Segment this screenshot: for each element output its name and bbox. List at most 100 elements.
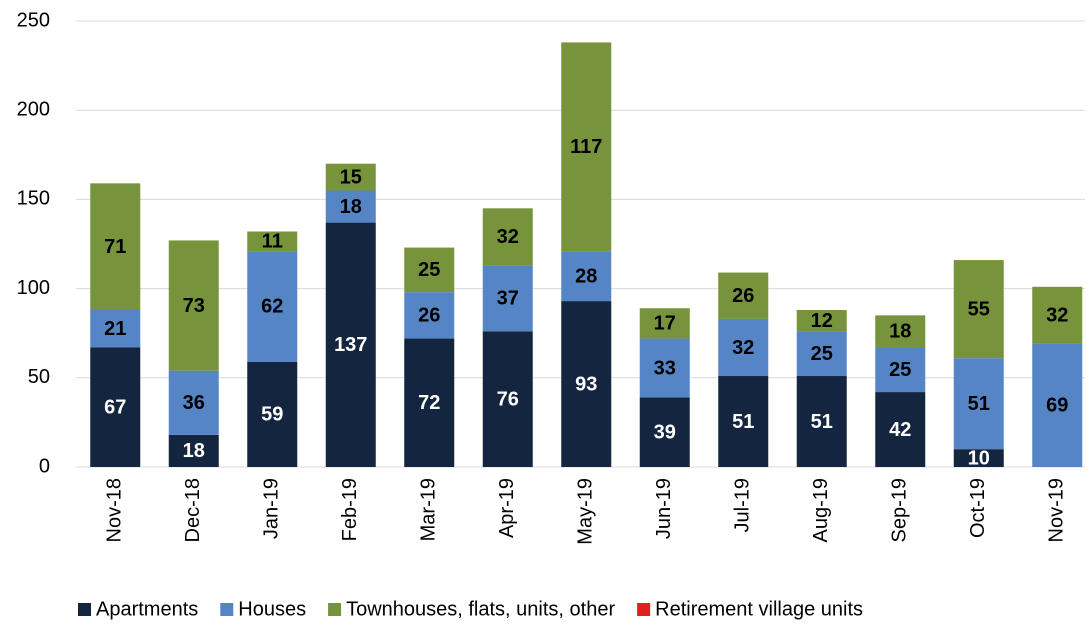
y-tick-label: 250 [17,9,50,31]
value-label: 25 [811,343,833,365]
legend-label: Apartments [96,598,198,620]
value-label: 21 [104,318,126,340]
value-label: 36 [183,392,205,414]
value-label: 117 [570,136,602,158]
bar-segment [875,315,926,348]
bar-segment [168,434,219,467]
x-tick-label: Oct-19 [967,478,989,538]
x-tick-label: Jul-19 [732,478,754,532]
bar-segment [247,251,298,362]
value-label: 51 [811,411,833,433]
x-tick-label: Jan-19 [261,478,283,539]
value-label: 72 [418,392,440,414]
y-tick-label: 50 [28,366,50,388]
value-label: 32 [1046,305,1068,327]
x-tick-label: Sep-19 [889,478,911,543]
value-label: 42 [889,419,911,441]
value-label: 15 [340,166,362,188]
value-label: 39 [654,421,676,443]
bar-segment [1032,343,1083,467]
bar-segment [325,222,376,467]
value-label: 28 [575,265,597,287]
value-label: 55 [968,298,990,320]
value-label: 18 [183,440,205,462]
bar-segment [404,292,455,339]
value-label: 93 [575,373,597,395]
bar-segment [325,190,376,223]
legend-swatch [220,603,234,616]
y-tick-label: 100 [17,277,50,299]
bar-segment [639,397,690,467]
value-label: 69 [1046,395,1068,417]
value-label: 17 [654,313,676,335]
bar-segment [247,231,298,252]
x-tick-label: May-19 [575,478,597,545]
value-label: 11 [262,231,283,253]
value-label: 76 [497,388,519,410]
value-label: 59 [261,404,283,426]
bar-segment [90,183,141,311]
bar-segment [639,308,690,339]
bar-segment [718,318,769,377]
value-label: 73 [183,295,205,317]
bar-segment [718,272,769,319]
legend-label: Retirement village units [655,598,863,620]
value-label: 25 [418,259,440,281]
x-tick-label: Jun-19 [653,478,675,539]
bar-segment [953,260,1004,359]
value-label: 67 [104,397,126,419]
bar-segment [796,376,847,467]
bar-segment [1032,286,1083,344]
bar-segment [639,338,690,398]
x-tick-label: Apr-19 [496,478,518,538]
bar-segment [325,163,376,191]
y-tick-label: 200 [17,98,50,120]
bar-segment [875,347,926,393]
legend-label: Houses [238,598,306,620]
bar-segment [482,265,533,332]
x-tick-label: Dec-18 [182,478,204,542]
bar-segment [482,331,533,467]
legend-swatch [637,603,651,616]
y-tick-label: 0 [39,455,50,477]
bar-segment [796,310,847,332]
bar-segment [561,301,612,467]
bar-segment [404,338,455,467]
bar-segment [90,310,141,348]
bar-segment [561,42,612,252]
legend-swatch [78,603,91,616]
x-tick-label: Feb-19 [339,478,361,541]
bar-segment [247,361,298,467]
value-label: 71 [104,236,126,258]
value-label: 62 [261,296,283,318]
bar-segment [953,449,1004,467]
value-label: 32 [732,337,754,359]
value-label: 33 [654,357,676,379]
bar-segment [875,392,926,467]
value-label: 32 [497,226,519,248]
x-tick-label: Aug-19 [810,478,832,543]
value-label: 12 [811,310,833,332]
y-tick-label: 150 [17,188,50,210]
bar-segment [561,251,612,302]
value-label: 10 [968,447,990,469]
legend-label: Townhouses, flats, units, other [346,598,615,620]
value-label: 18 [340,196,362,218]
x-tick-label: Nov-19 [1046,478,1068,542]
bar-segment [718,376,769,467]
bar-segment [168,240,219,371]
bar-segment [404,247,455,293]
x-tick-label: Mar-19 [418,478,440,541]
bar-segment [796,331,847,377]
value-label: 25 [889,359,911,381]
value-label: 37 [497,288,519,310]
bar-segment [482,208,533,266]
bar-segment [168,370,219,435]
value-label: 26 [732,285,754,307]
value-label: 51 [968,393,990,415]
bar-segment [953,358,1004,450]
bar-segment [90,347,141,467]
value-label: 51 [732,411,754,433]
value-label: 26 [418,305,440,327]
